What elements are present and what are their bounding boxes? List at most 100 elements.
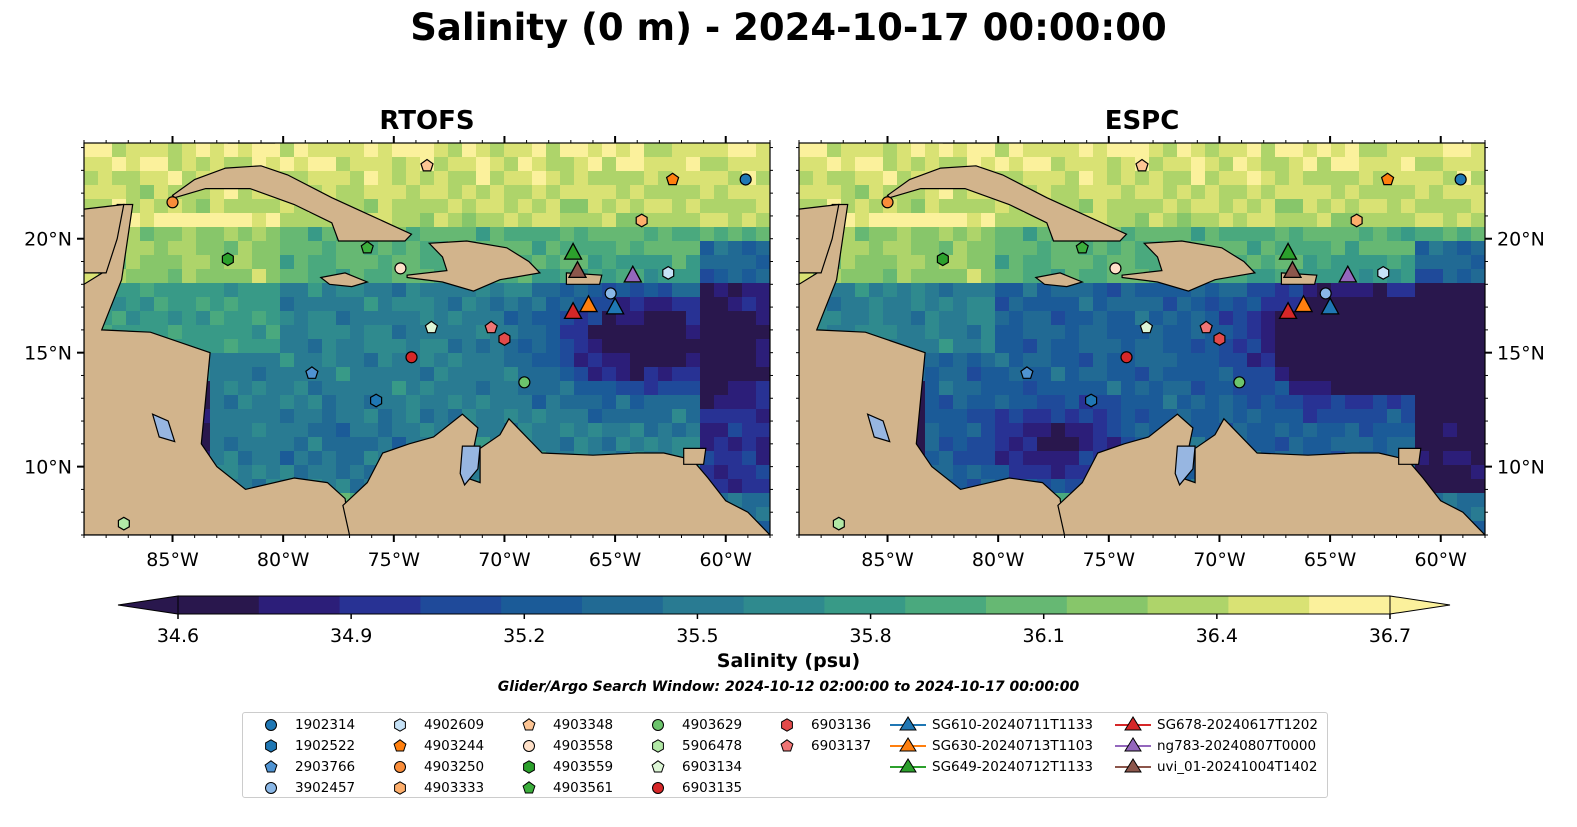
legend-label: 6903137 [811, 738, 872, 754]
legend-label: SG678-20240617T1202 [1157, 717, 1318, 733]
panel-title-rtofs: RTOFS [379, 106, 475, 136]
legend-label: 4903558 [553, 738, 614, 754]
argo-float-6903137 [1199, 320, 1213, 334]
x-tick-label: 60°W [1415, 549, 1468, 571]
argo-float-6903135 [1120, 351, 1133, 364]
southAmerica-land [1057, 413, 1485, 535]
argo-float-6903134 [1139, 320, 1154, 334]
legend-label: 4903244 [424, 738, 485, 754]
legend-label: SG630-20240713T1103 [932, 738, 1093, 754]
glider-uvi_01-20241004T1402 [1282, 260, 1303, 279]
colorbar-tick-label: 34.9 [330, 625, 372, 647]
figure-title: Salinity (0 m) - 2024-10-17 00:00:00 [410, 6, 1167, 49]
colorbar-tick-label: 35.5 [676, 625, 718, 647]
legend-label: 6903135 [682, 780, 743, 796]
argo-float-1902522 [370, 393, 383, 408]
legend-label: SG610-20240711T1133 [932, 717, 1093, 733]
legend-label: 4903250 [424, 759, 485, 775]
colorbar-tick-label: 35.2 [503, 625, 545, 647]
map-frame [83, 142, 771, 536]
argo-float-4903244 [1380, 172, 1395, 186]
colorbar-label: Salinity (psu) [716, 650, 861, 672]
argo-float-2903766 [305, 366, 319, 379]
legend-label: 6903134 [682, 759, 743, 775]
y-tick-label: 20°N [24, 229, 72, 251]
argo-float-2903766 [1020, 366, 1034, 379]
legend-label: 4903559 [553, 759, 614, 775]
espc-markers [832, 158, 1467, 531]
glider-SG649-20240712T1133 [563, 242, 583, 260]
argo-float-4903333 [635, 213, 648, 228]
legend: 1902314 1902522 2903766 3902457 4902609 49032… [242, 712, 1328, 798]
y-tick-label: 20°N [1497, 229, 1545, 251]
lakeNicaragua-land [151, 413, 176, 443]
hispaniola-land [1121, 240, 1257, 292]
argo-float-4902609 [662, 265, 675, 280]
glider-uvi_01-20241004T1402 [567, 260, 588, 279]
legend-label: 6903136 [811, 717, 872, 733]
argo-float-5906478 [117, 516, 130, 531]
argo-float-3902457 [604, 287, 617, 300]
glider-SG649-20240712T1133 [1278, 242, 1298, 260]
glider-SG610-20240711T1133 [1320, 296, 1340, 315]
argo-float-1902522 [1085, 393, 1098, 408]
argo-float-6903136 [1213, 332, 1226, 346]
legend-label: uvi_01-20241004T1402 [1157, 759, 1318, 775]
yucatan-land [799, 203, 840, 274]
map-frame [798, 142, 1486, 536]
legend-label: SG649-20240712T1133 [932, 759, 1093, 775]
x-tick-label: 75°W [368, 549, 421, 571]
map-rtofs: 85°W 80°W 75°W 70°W 65°W 60°W 10°N 15°N 20°N [24, 136, 773, 571]
colorbar-tick-label: 36.7 [1369, 625, 1411, 647]
y-tick-label: 15°N [1497, 343, 1545, 365]
hispaniola-land [406, 240, 542, 292]
map-espc: 85°W 80°W 75°W 70°W 65°W 60°W 10°N 15°N 20°N [796, 136, 1545, 571]
x-tick-label: 65°W [1304, 549, 1357, 571]
southAmerica-land [342, 413, 770, 535]
x-tick-label: 85°W [861, 549, 914, 571]
y-tick-label: 10°N [1497, 457, 1545, 479]
trinidad-land [683, 447, 707, 465]
glider-ng783-20240807T0000 [1338, 264, 1358, 283]
argo-float-6903134 [424, 320, 439, 334]
argo-float-4903561 [360, 240, 374, 254]
x-tick-label: 70°W [1193, 549, 1246, 571]
glider-ng783-20240807T0000 [623, 264, 643, 283]
x-tick-label: 80°W [972, 549, 1025, 571]
legend-label: 1902314 [295, 717, 356, 733]
argo-float-4903348 [1135, 158, 1149, 172]
x-tick-label: 80°W [257, 549, 310, 571]
x-tick-label: 60°W [700, 549, 753, 571]
x-tick-label: 65°W [589, 549, 642, 571]
y-tick-label: 10°N [24, 457, 72, 479]
glider-SG678-20240617T1202 [1278, 301, 1298, 320]
florida-land [942, 143, 991, 144]
x-tick-label: 85°W [146, 549, 199, 571]
argo-float-4903629 [1233, 376, 1246, 389]
argo-float-4903629 [518, 376, 531, 389]
search-window-text: Glider/Argo Search Window: 2024-10-12 02… [497, 679, 1080, 695]
argo-float-4903244 [665, 172, 680, 186]
legend-label: 5906478 [682, 738, 743, 754]
cuba-land [171, 165, 413, 242]
legend-label: 4903348 [553, 717, 614, 733]
x-tick-label: 75°W [1083, 549, 1136, 571]
legend-label: 4903561 [553, 780, 614, 796]
argo-float-4903250 [166, 196, 179, 209]
yucatan-land [84, 203, 125, 274]
argo-float-4903348 [420, 158, 434, 172]
cuba-land [886, 165, 1128, 242]
map-panels: 85°W 80°W 75°W 70°W 65°W 60°W 10°N 15°N 20°N 85°… [24, 136, 1545, 571]
argo-float-4903561 [1075, 240, 1089, 254]
argo-float-4903558 [394, 262, 407, 275]
x-tick-label: 70°W [478, 549, 531, 571]
glider-SG630-20240713T1103 [578, 294, 599, 313]
lakeMaracaibo-land [459, 445, 481, 487]
colorbar-tick-label: 36.1 [1023, 625, 1065, 647]
legend-label: 4902609 [424, 717, 485, 733]
panel-title-espc: ESPC [1104, 106, 1180, 136]
argo-float-6903136 [498, 332, 511, 346]
legend-label: 4903629 [682, 717, 743, 733]
glider-SG610-20240711T1133 [605, 296, 625, 315]
lakeNicaragua-land [866, 413, 891, 443]
